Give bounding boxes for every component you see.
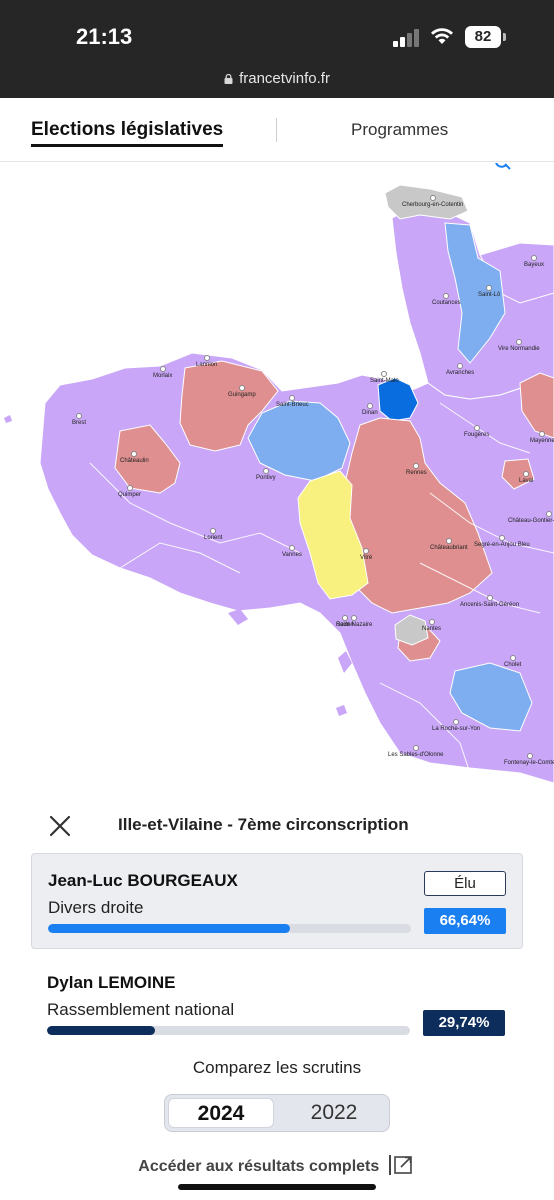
external-link-icon: [388, 1155, 412, 1175]
status-time: 21:13: [76, 24, 133, 49]
electoral-map[interactable]: Cherbourg-en-Cotentin Brest Châteaulin Q…: [0, 163, 554, 788]
region-cotes-red[interactable]: [179, 360, 279, 452]
compare-label: Comparez les scrutins: [192, 1058, 362, 1077]
map-label-les-sables: Les Sables-d'Olonne: [388, 745, 444, 758]
map-label-rennes: Rennes: [406, 463, 427, 476]
map-label-vire: Vire Normandie: [498, 339, 540, 352]
vote-bar-track: [48, 924, 411, 933]
constituency-title: Ille-et-Vilaine - 7ème circonscription: [118, 815, 409, 834]
candidate-card-winner[interactable]: Jean-Luc BOURGEAUX Divers droite Élu 66,…: [31, 853, 523, 949]
map-label-saint-nazaire: Saint-Nazaire: [336, 615, 372, 628]
tab-elections-legislatives[interactable]: Elections législatives: [31, 119, 224, 147]
region-mayenne-red[interactable]: [519, 372, 554, 439]
region-ouessant[interactable]: [4, 415, 12, 423]
result-panel: Ille-et-Vilaine - 7ème circonscription J…: [0, 788, 554, 1200]
map-label-lorient: Lorient: [204, 528, 222, 541]
region-morbihan-yellow[interactable]: [297, 470, 369, 600]
map-label-mayenne: Mayenne: [530, 431, 554, 444]
region-ile-yeu[interactable]: [336, 705, 347, 716]
full-results-link[interactable]: Accéder aux résultats complets: [0, 1154, 554, 1176]
map-label-saint-brieuc: Saint-Brieuc: [276, 395, 309, 408]
map-label-bayeux: Bayeux: [524, 255, 544, 268]
home-indicator: [178, 1184, 376, 1190]
map-label-nantes: Nantes: [422, 619, 441, 632]
year-toggle: 2024 2022: [164, 1094, 390, 1132]
vote-percent-badge: 29,74%: [423, 1010, 505, 1036]
wifi-icon: [431, 28, 453, 44]
candidate-party: Divers droite: [48, 898, 144, 917]
map-label-segre: Segré-en-Anjou Bleu: [474, 535, 530, 548]
region-nantes[interactable]: [394, 614, 429, 646]
region-belle-ile[interactable]: [228, 609, 248, 625]
candidate-name: Dylan LEMOINE: [47, 973, 176, 992]
battery-indicator: 82: [465, 26, 506, 48]
map-label-quimper: Quimper: [118, 485, 141, 498]
region-armor-blue[interactable]: [247, 400, 351, 482]
address-bar[interactable]: francetvinfo.fr: [0, 70, 554, 87]
map-label-brest: Brest: [72, 413, 86, 426]
url-text: francetvinfo.fr: [239, 70, 330, 87]
close-icon[interactable]: [46, 812, 74, 840]
map-label-fougeres: Fougères: [464, 425, 489, 438]
map-label-ancenis: Ancenis-Saint-Géréon: [460, 595, 519, 608]
map-label-la-roche-sur-yon: La Roche-sur-Yon: [432, 719, 480, 732]
map-label-chateaubriant: Châteaubriant: [430, 538, 468, 551]
header-tabs: Elections législatives Programmes: [0, 98, 554, 162]
map-search-button[interactable]: [480, 163, 520, 175]
map-label-chateau-gontier: Château-Gontier-sur-Mayenne: [508, 511, 554, 524]
vote-bar-fill: [47, 1026, 155, 1035]
map-label-saint-lo: Saint-Lô: [478, 285, 500, 298]
candidate-party: Rassemblement national: [47, 1000, 235, 1019]
status-bar: 21:13 82 francetvinfo.fr: [0, 0, 554, 98]
year-button-2022[interactable]: 2022: [310, 1101, 358, 1124]
map-svg[interactable]: [0, 163, 554, 788]
region-noirmoutier[interactable]: [338, 651, 352, 673]
candidate-name: Jean-Luc BOURGEAUX: [48, 871, 238, 890]
map-label-avranches: Avranches: [446, 363, 474, 376]
search-icon: [495, 163, 511, 170]
region-saint-malo-blue[interactable]: [377, 377, 419, 422]
year-button-2024[interactable]: 2024: [168, 1098, 274, 1128]
lock-icon: [224, 74, 233, 84]
map-label-cherbourg: Cherbourg-en-Cotentin: [402, 195, 463, 208]
region-vendee-blue[interactable]: [449, 662, 533, 732]
map-label-guingamp: Guingamp: [228, 385, 256, 398]
map-label-laval: Laval: [519, 471, 533, 484]
map-label-lannion: Lannion: [196, 355, 217, 368]
map-label-pontivy: Pontivy: [256, 468, 276, 481]
map-label-morlaix: Morlaix: [153, 366, 172, 379]
map-label-coutances: Coutances: [432, 293, 461, 306]
map-label-saint-malo: Saint-Malo: [370, 371, 399, 384]
elected-badge: Élu: [424, 871, 506, 896]
vote-bar-track: [47, 1026, 410, 1035]
map-label-vannes: Vannes: [282, 545, 302, 558]
map-label-fontenay: Fontenay-le-Comte: [504, 753, 554, 766]
full-results-label: Accéder aux résultats complets: [138, 1158, 380, 1175]
map-label-chateaulin: Châteaulin: [120, 451, 149, 464]
vote-bar-fill: [48, 924, 290, 933]
vote-percent-badge: 66,64%: [424, 908, 506, 934]
cell-signal-icon: [393, 29, 421, 47]
map-label-dinan: Dinan: [362, 403, 378, 416]
candidate-card-second[interactable]: Dylan LEMOINE Rassemblement national 29,…: [31, 956, 523, 1052]
map-label-vitre: Vitré: [360, 548, 372, 561]
region-manche-blue[interactable]: [444, 222, 506, 364]
tab-divider: [276, 118, 277, 142]
tab-programmes[interactable]: Programmes: [351, 120, 449, 139]
map-label-cholet: Cholet: [504, 655, 521, 668]
